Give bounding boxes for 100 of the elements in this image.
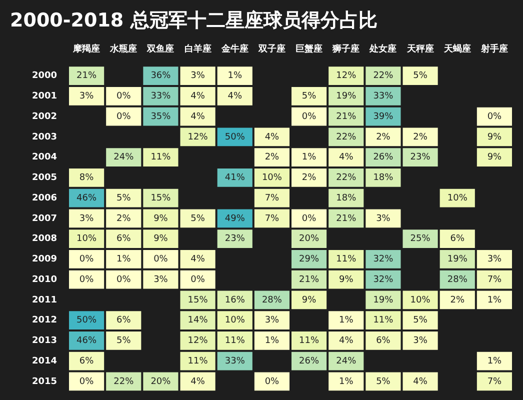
data-label: 2% xyxy=(450,295,465,306)
data-label: 4% xyxy=(190,254,206,265)
data-label: 6% xyxy=(116,316,132,326)
x-tick-label: 天蝎座 xyxy=(442,44,471,55)
data-label: 1% xyxy=(338,376,354,387)
data-label: 6% xyxy=(79,356,94,366)
data-label: 12% xyxy=(188,132,208,142)
data-label: 23% xyxy=(224,234,246,244)
data-label: 25% xyxy=(410,234,431,244)
data-label: 32% xyxy=(373,274,394,285)
data-label: 5% xyxy=(116,193,132,204)
data-label: 21% xyxy=(76,71,97,82)
data-label: 5% xyxy=(413,316,428,326)
data-label: 10% xyxy=(224,316,246,326)
data-label: 5% xyxy=(116,336,132,346)
data-label: 39% xyxy=(373,112,394,122)
y-tick-label: 2009 xyxy=(32,254,57,265)
y-tick-label: 2002 xyxy=(32,112,57,122)
data-label: 0% xyxy=(302,112,317,122)
data-label: 32% xyxy=(373,254,394,265)
data-label: 3% xyxy=(79,92,94,102)
data-label: 26% xyxy=(373,152,394,163)
data-label: 41% xyxy=(224,173,246,184)
y-tick-label: 2007 xyxy=(32,214,57,224)
x-tick-label: 金牛座 xyxy=(220,44,248,55)
data-label: 22% xyxy=(114,376,134,387)
data-label: 5% xyxy=(413,71,428,82)
data-label: 10% xyxy=(76,234,97,244)
data-label: 21% xyxy=(299,274,320,285)
data-label: 22% xyxy=(373,71,394,82)
data-label: 36% xyxy=(150,71,172,82)
data-label: 33% xyxy=(373,92,394,102)
data-label: 0% xyxy=(154,254,168,265)
data-label: 3% xyxy=(264,316,280,326)
data-label: 11% xyxy=(336,254,357,265)
data-label: 0% xyxy=(302,214,317,224)
data-label: 0% xyxy=(79,254,94,265)
data-label: 33% xyxy=(224,356,246,366)
x-tick-label: 双鱼座 xyxy=(146,44,174,55)
data-label: 0% xyxy=(116,274,132,285)
y-tick-label: 2004 xyxy=(32,152,57,163)
data-label: 21% xyxy=(336,214,357,224)
data-label: 12% xyxy=(336,71,357,82)
data-label: 4% xyxy=(190,92,206,102)
y-tick-label: 2005 xyxy=(32,173,57,184)
data-label: 49% xyxy=(224,214,246,224)
y-tick-label: 2001 xyxy=(32,92,57,102)
data-label: 6% xyxy=(376,336,391,346)
data-label: 24% xyxy=(336,356,357,366)
data-label: 12% xyxy=(188,336,208,346)
data-label: 5% xyxy=(376,376,391,387)
data-label: 18% xyxy=(336,193,357,204)
data-label: 21% xyxy=(336,112,357,122)
x-tick-label: 天秤座 xyxy=(406,44,434,55)
y-tick-label: 2011 xyxy=(32,295,57,306)
data-label: 9% xyxy=(302,295,317,306)
data-label: 19% xyxy=(373,295,394,306)
data-label: 3% xyxy=(79,214,94,224)
data-label: 2% xyxy=(413,132,428,142)
x-tick-label: 狮子座 xyxy=(332,44,360,55)
x-tick-label: 摩羯座 xyxy=(72,44,100,55)
data-label: 28% xyxy=(447,274,468,285)
data-label: 4% xyxy=(264,132,280,142)
x-tick-label: 巨蟹座 xyxy=(296,44,323,55)
data-label: 19% xyxy=(447,254,468,265)
data-label: 6% xyxy=(450,234,465,244)
y-tick-label: 2006 xyxy=(32,193,57,204)
data-label: 3% xyxy=(190,71,206,82)
data-label: 33% xyxy=(150,92,172,102)
x-tick-label: 射手座 xyxy=(480,44,508,55)
data-label: 11% xyxy=(373,316,394,326)
data-label: 5% xyxy=(302,92,317,102)
data-label: 20% xyxy=(299,234,320,244)
data-label: 1% xyxy=(487,356,502,366)
data-label: 4% xyxy=(338,152,354,163)
data-label: 2% xyxy=(376,132,391,142)
data-label: 0% xyxy=(79,274,94,285)
data-label: 1% xyxy=(302,152,317,163)
data-label: 9% xyxy=(154,234,168,244)
y-tick-label: 2015 xyxy=(32,376,57,387)
data-label: 29% xyxy=(299,254,320,265)
data-label: 50% xyxy=(76,316,97,326)
data-label: 4% xyxy=(190,112,206,122)
y-tick-label: 2003 xyxy=(32,132,57,142)
data-label: 5% xyxy=(190,214,206,224)
data-label: 2% xyxy=(264,152,280,163)
data-label: 4% xyxy=(338,336,354,346)
data-label: 1% xyxy=(116,254,132,265)
data-label: 2% xyxy=(302,173,317,184)
data-label: 14% xyxy=(188,316,208,326)
data-label: 15% xyxy=(188,295,208,306)
data-label: 0% xyxy=(79,376,94,387)
y-tick-label: 2013 xyxy=(32,336,57,346)
data-label: 1% xyxy=(487,295,502,306)
data-label: 22% xyxy=(336,132,357,142)
data-label: 22% xyxy=(336,173,357,184)
data-label: 9% xyxy=(338,274,354,285)
x-tick-label: 处女座 xyxy=(368,44,397,55)
data-label: 10% xyxy=(262,173,282,184)
data-label: 8% xyxy=(79,173,94,184)
